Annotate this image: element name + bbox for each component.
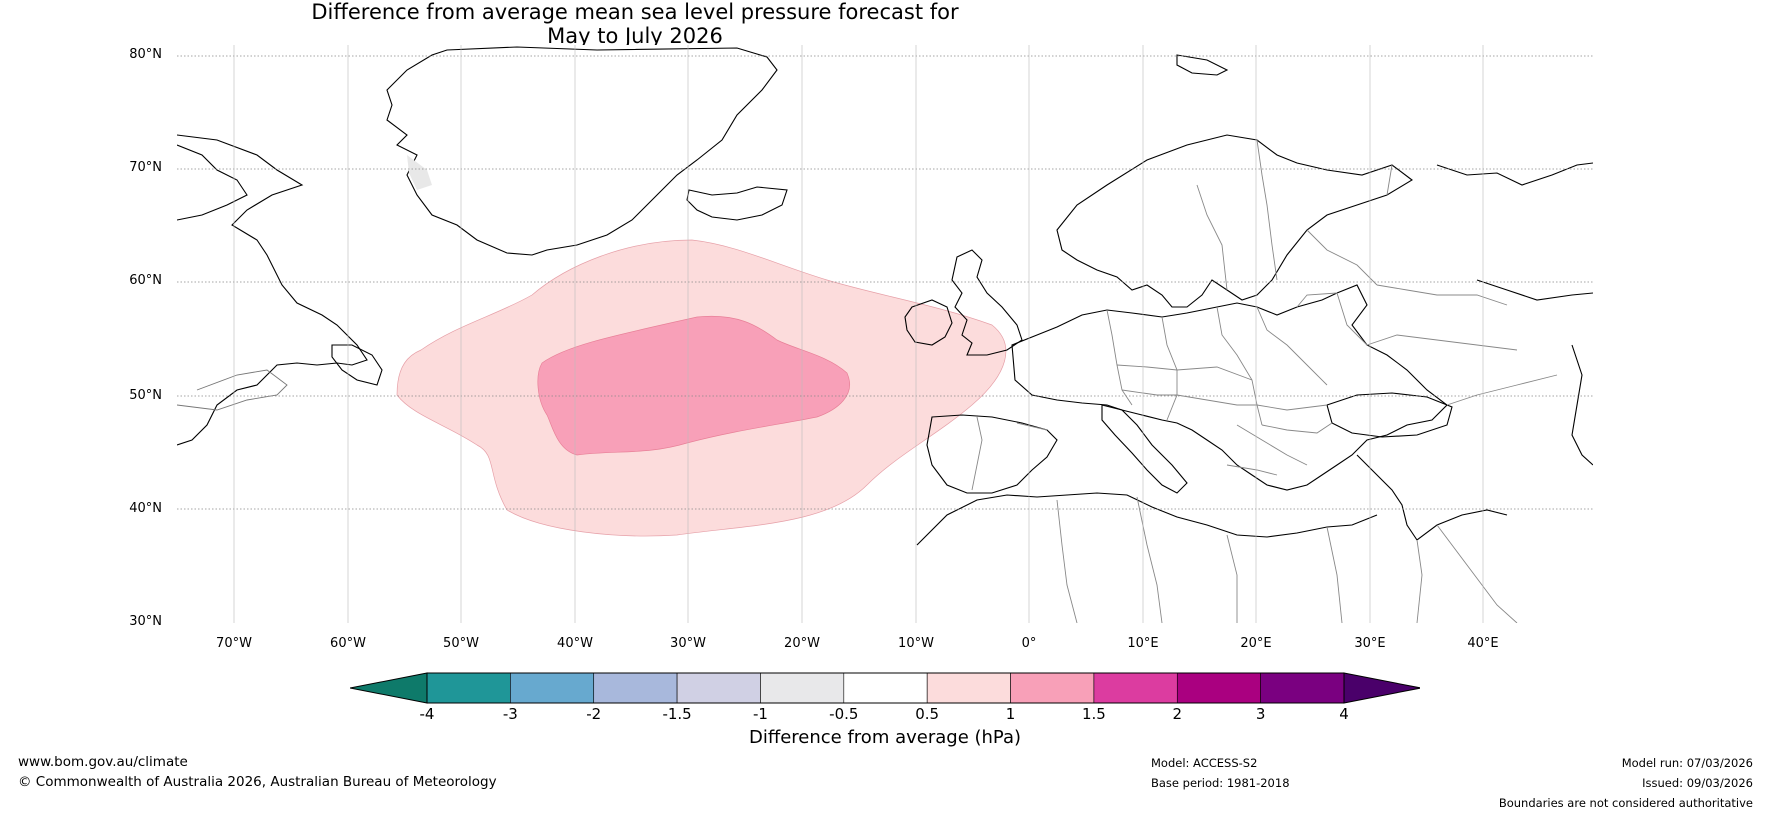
colorbar-segment [593,672,678,704]
title-line-1: Difference from average mean sea level p… [311,0,959,24]
lon-label-30w: 30°W [670,636,706,651]
colorbar-segment [926,672,1011,704]
colorbar-segment [676,672,761,704]
lon-label-40e: 40°E [1467,636,1499,651]
colorbar-arrow-high [1343,672,1420,704]
svalbard-coast [1176,54,1229,76]
great-britain-coastline [951,249,1023,356]
lon-label-20e: 20°E [1240,636,1272,651]
map-title: Difference from average mean sea level p… [0,0,1270,48]
colorbar-tick-label: -0.5 [829,705,859,723]
footer-website: www.bom.gov.au/climate [18,754,188,770]
colorbar-segment [1093,672,1178,704]
colorbar-tick-label: -1 [752,705,768,723]
title-line-2: May to July 2026 [547,24,723,48]
eastern-europe-coast [1476,279,1593,301]
scandinavia-coastline [1056,134,1413,308]
colorbar-segment [760,672,845,704]
lon-label-50w: 50°W [443,636,479,651]
italy-coastline [1101,404,1188,494]
colorbar-tick-label: 1.5 [1081,705,1106,723]
iberia-coastline [926,414,1058,494]
footer-issued: Issued: 09/03/2026 [1642,776,1753,790]
greenland-coastline [386,46,778,256]
europe-coastline [1011,284,1448,491]
colorbar-segment [1260,672,1345,704]
gulf-st-lawrence-coastline [177,369,288,411]
colorbar-label: Difference from average (hPa) [748,727,1022,748]
colorbar-tick-label: 2 [1172,705,1183,723]
lat-label-40n: 40°N [129,501,162,516]
colorbar-segment [1010,672,1095,704]
colorbar-segment [843,672,928,704]
map-plot [177,45,1593,623]
footer-disclaimer: Boundaries are not considered authoritat… [1498,796,1753,810]
north-america-coastline [177,134,368,446]
footer-model: Model: ACCESS-S2 [1151,756,1258,770]
colorbar-segment [510,672,595,704]
anomaly-region-1-1.5 [537,315,850,456]
latitude-gridlines [177,55,1593,510]
lon-label-40w: 40°W [557,636,593,651]
colorbar-frame [426,672,1345,704]
footer-base-period: Base period: 1981-2018 [1151,776,1290,790]
lon-label-30e: 30°E [1354,636,1386,651]
lat-label-80n: 80°N [129,47,162,62]
lat-label-60n: 60°N [129,273,162,288]
labrador-coastline [177,144,248,221]
iceland-coastline [686,186,788,221]
lat-label-30n: 30°N [129,614,162,629]
colorbar-tick-label: -1.5 [662,705,692,723]
lat-label-70n: 70°N [129,160,162,175]
lon-label-10e: 10°E [1127,636,1159,651]
lon-label-70w: 70°W [216,636,252,651]
colorbar-arrow-low [350,672,428,704]
colorbar [350,672,1420,704]
caspian-coast [1571,344,1593,466]
eastern-med-coastline [1356,454,1508,541]
colorbar-tick-label: 1 [1005,705,1016,723]
colorbar-segment [426,672,511,704]
lon-label-10w: 10°W [898,636,934,651]
lon-label-60w: 60°W [330,636,366,651]
colorbar-tick-label: 3 [1255,705,1266,723]
newfoundland-coastline [331,344,383,386]
north-africa-coastline [916,492,1378,546]
country-borders [971,139,1558,623]
colorbar-tick-label: -3 [502,705,518,723]
lon-label-20w: 20°W [784,636,820,651]
colorbar-tick-label: 0.5 [915,705,940,723]
colorbar-tick-label: -4 [419,705,435,723]
black-sea-coastline [1326,392,1453,438]
colorbar-tick-label: -2 [586,705,602,723]
barents-coast [1436,162,1593,186]
lon-label-0: 0° [1021,636,1037,651]
footer-copyright: © Commonwealth of Australia 2026, Austra… [18,774,497,790]
greenland-ice-edge [407,155,432,190]
longitude-gridlines [233,45,1484,623]
colorbar-tick-label: 4 [1339,705,1349,723]
colorbar-segment [1176,672,1261,704]
lat-label-50n: 50°N [129,388,162,403]
ireland-coastline [904,299,953,346]
footer-model-run: Model run: 07/03/2026 [1621,756,1753,770]
